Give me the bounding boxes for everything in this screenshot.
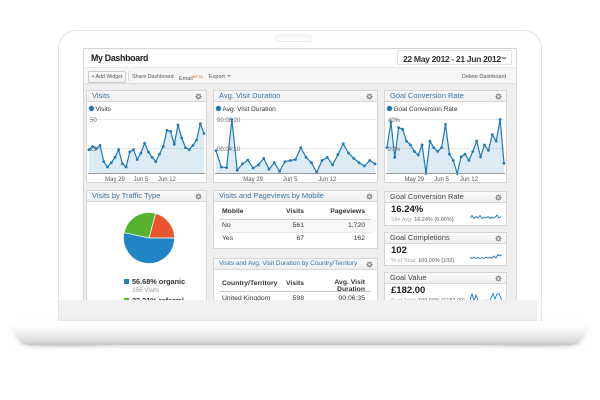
svg-text:00:04:10: 00:04:10 bbox=[217, 147, 241, 153]
svg-text:25: 25 bbox=[90, 147, 97, 153]
svg-text:May 29: May 29 bbox=[404, 177, 424, 183]
svg-text:Avg. Visit Duration: Avg. Visit Duration bbox=[223, 106, 277, 113]
svg-text:Goal Conversion Rate: Goal Conversion Rate bbox=[394, 106, 458, 113]
svg-text:Jun 5: Jun 5 bbox=[283, 177, 298, 183]
svg-text:Jun 5: Jun 5 bbox=[434, 177, 449, 183]
svg-text:40%: 40% bbox=[388, 118, 401, 124]
svg-text:50: 50 bbox=[90, 118, 97, 124]
svg-text:Jun 12: Jun 12 bbox=[158, 177, 177, 183]
svg-text:00:08:20: 00:08:20 bbox=[217, 118, 241, 124]
svg-text:20%: 20% bbox=[388, 147, 401, 153]
svg-text:May 29: May 29 bbox=[243, 177, 263, 183]
svg-text:Jun 12: Jun 12 bbox=[460, 177, 479, 183]
svg-text:Visits: Visits bbox=[96, 106, 112, 113]
svg-text:Jun 5: Jun 5 bbox=[134, 177, 149, 183]
svg-text:May 29: May 29 bbox=[105, 177, 125, 183]
svg-text:Jun 12: Jun 12 bbox=[318, 177, 337, 183]
